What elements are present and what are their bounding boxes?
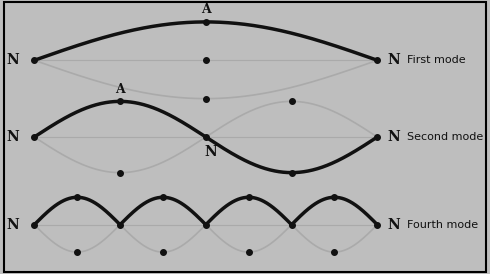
Text: N: N	[7, 53, 20, 67]
Text: N: N	[387, 218, 400, 232]
Text: Fourth mode: Fourth mode	[407, 220, 478, 230]
Text: A: A	[201, 4, 211, 16]
Text: N: N	[387, 53, 400, 67]
Text: A: A	[115, 83, 125, 96]
Text: First mode: First mode	[407, 55, 466, 65]
Text: N: N	[7, 218, 20, 232]
Text: N: N	[204, 145, 217, 159]
Text: N: N	[7, 130, 20, 144]
Text: N: N	[387, 130, 400, 144]
Text: Second mode: Second mode	[407, 132, 483, 142]
